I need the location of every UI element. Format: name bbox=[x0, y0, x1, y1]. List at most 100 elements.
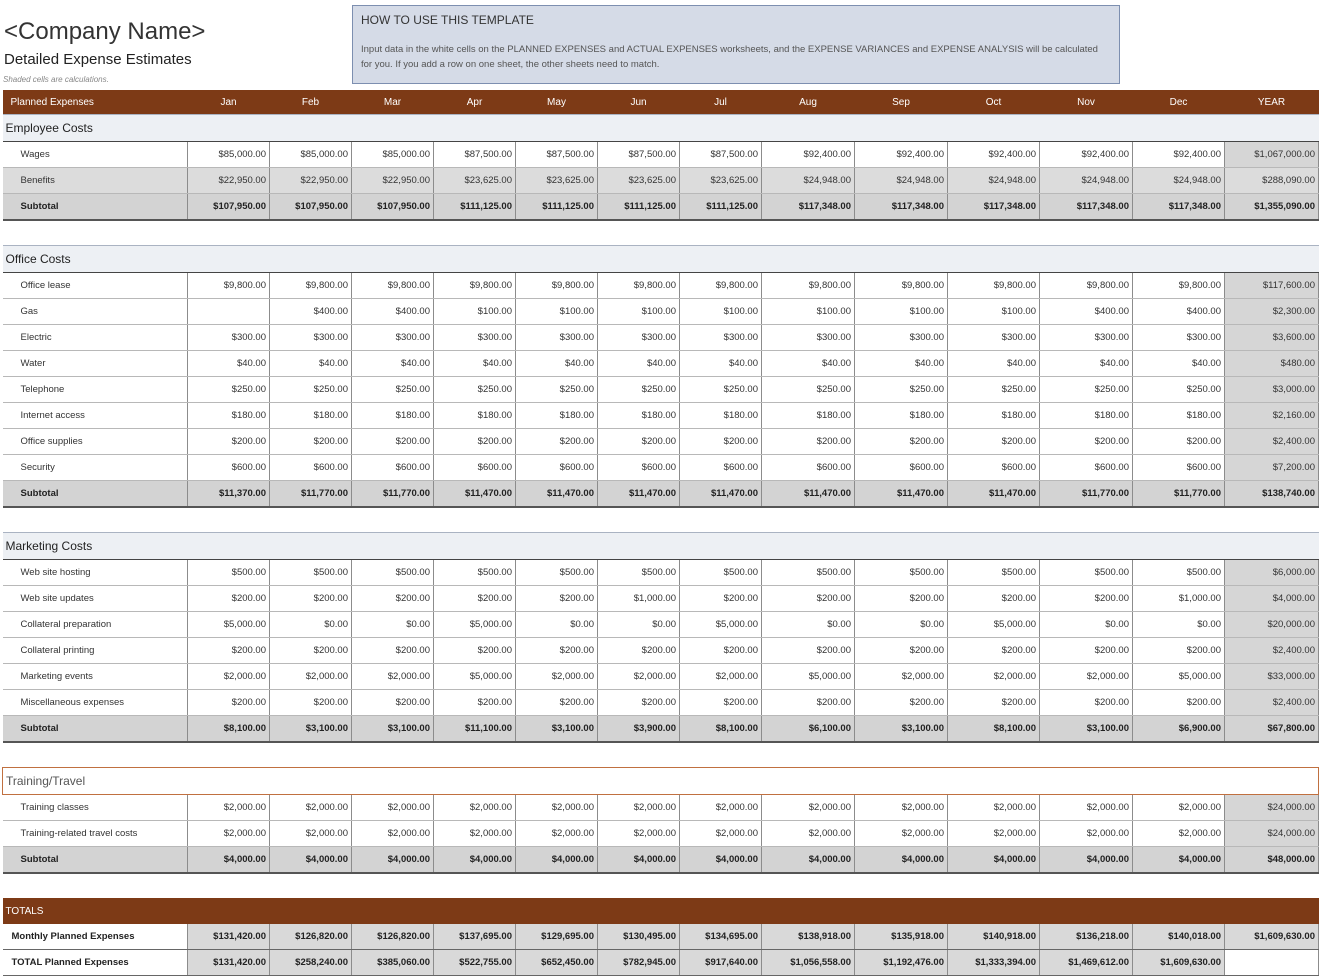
month-cell[interactable]: $300.00 bbox=[1132, 324, 1225, 351]
month-cell[interactable]: $2,000.00 bbox=[187, 794, 270, 821]
month-cell[interactable]: $300.00 bbox=[761, 324, 855, 351]
month-cell[interactable]: $180.00 bbox=[515, 402, 598, 429]
month-cell[interactable]: $180.00 bbox=[1132, 402, 1225, 429]
month-cell[interactable]: $5,000.00 bbox=[1132, 663, 1225, 690]
month-cell[interactable]: $2,000.00 bbox=[597, 794, 680, 821]
month-cell[interactable]: $85,000.00 bbox=[351, 141, 434, 168]
month-cell[interactable]: $250.00 bbox=[597, 376, 680, 403]
month-cell[interactable]: $2,000.00 bbox=[761, 820, 855, 847]
month-cell[interactable]: $92,400.00 bbox=[947, 141, 1040, 168]
month-cell[interactable]: $200.00 bbox=[187, 428, 270, 455]
month-cell[interactable]: $300.00 bbox=[515, 324, 598, 351]
month-cell[interactable]: $23,625.00 bbox=[433, 167, 516, 194]
month-cell[interactable]: $500.00 bbox=[854, 559, 948, 586]
month-cell[interactable]: $92,400.00 bbox=[1132, 141, 1225, 168]
month-cell[interactable]: $2,000.00 bbox=[679, 663, 762, 690]
month-cell[interactable]: $200.00 bbox=[269, 428, 352, 455]
month-cell[interactable]: $250.00 bbox=[269, 376, 352, 403]
month-cell[interactable]: $500.00 bbox=[679, 559, 762, 586]
month-cell[interactable]: $100.00 bbox=[515, 298, 598, 325]
month-cell[interactable]: $100.00 bbox=[597, 298, 680, 325]
month-cell[interactable]: $200.00 bbox=[187, 585, 270, 612]
month-cell[interactable]: $2,000.00 bbox=[515, 663, 598, 690]
month-cell[interactable]: $2,000.00 bbox=[433, 794, 516, 821]
month-cell[interactable]: $0.00 bbox=[761, 611, 855, 638]
month-cell[interactable]: $200.00 bbox=[269, 585, 352, 612]
month-cell[interactable]: $2,000.00 bbox=[1132, 794, 1225, 821]
month-cell[interactable]: $300.00 bbox=[187, 324, 270, 351]
month-cell[interactable]: $2,000.00 bbox=[269, 820, 352, 847]
month-cell[interactable]: $180.00 bbox=[269, 402, 352, 429]
month-cell[interactable]: $250.00 bbox=[433, 376, 516, 403]
month-cell[interactable]: $200.00 bbox=[761, 689, 855, 716]
month-cell[interactable]: $40.00 bbox=[1132, 350, 1225, 377]
month-cell[interactable]: $1,000.00 bbox=[597, 585, 680, 612]
month-cell[interactable]: $200.00 bbox=[515, 637, 598, 664]
month-cell[interactable]: $500.00 bbox=[433, 559, 516, 586]
month-cell[interactable]: $500.00 bbox=[761, 559, 855, 586]
month-cell[interactable]: $40.00 bbox=[351, 350, 434, 377]
month-cell[interactable]: $2,000.00 bbox=[1132, 820, 1225, 847]
month-cell[interactable]: $200.00 bbox=[433, 428, 516, 455]
month-cell[interactable]: $600.00 bbox=[1039, 454, 1133, 481]
month-cell[interactable]: $24,948.00 bbox=[854, 167, 948, 194]
month-cell[interactable]: $0.00 bbox=[515, 611, 598, 638]
month-cell[interactable]: $5,000.00 bbox=[679, 611, 762, 638]
month-cell[interactable]: $250.00 bbox=[515, 376, 598, 403]
month-cell[interactable] bbox=[187, 298, 270, 325]
month-cell[interactable]: $85,000.00 bbox=[187, 141, 270, 168]
month-cell[interactable]: $23,625.00 bbox=[515, 167, 598, 194]
month-cell[interactable]: $23,625.00 bbox=[597, 167, 680, 194]
month-cell[interactable]: $200.00 bbox=[947, 637, 1040, 664]
month-cell[interactable]: $200.00 bbox=[679, 637, 762, 664]
month-cell[interactable]: $250.00 bbox=[761, 376, 855, 403]
month-cell[interactable]: $400.00 bbox=[269, 298, 352, 325]
month-cell[interactable]: $500.00 bbox=[1039, 559, 1133, 586]
month-cell[interactable]: $180.00 bbox=[679, 402, 762, 429]
month-cell[interactable]: $500.00 bbox=[1132, 559, 1225, 586]
month-cell[interactable]: $200.00 bbox=[761, 428, 855, 455]
month-cell[interactable]: $92,400.00 bbox=[854, 141, 948, 168]
month-cell[interactable]: $5,000.00 bbox=[761, 663, 855, 690]
month-cell[interactable]: $200.00 bbox=[1132, 637, 1225, 664]
month-cell[interactable]: $250.00 bbox=[1039, 376, 1133, 403]
month-cell[interactable]: $2,000.00 bbox=[351, 663, 434, 690]
month-cell[interactable]: $2,000.00 bbox=[947, 663, 1040, 690]
month-cell[interactable]: $200.00 bbox=[269, 689, 352, 716]
month-cell[interactable]: $40.00 bbox=[269, 350, 352, 377]
month-cell[interactable]: $600.00 bbox=[761, 454, 855, 481]
month-cell[interactable]: $9,800.00 bbox=[854, 272, 948, 299]
month-cell[interactable]: $40.00 bbox=[947, 350, 1040, 377]
month-cell[interactable]: $2,000.00 bbox=[947, 794, 1040, 821]
month-cell[interactable]: $2,000.00 bbox=[515, 820, 598, 847]
month-cell[interactable]: $200.00 bbox=[854, 428, 948, 455]
month-cell[interactable]: $0.00 bbox=[269, 611, 352, 638]
month-cell[interactable]: $500.00 bbox=[597, 559, 680, 586]
month-cell[interactable]: $2,000.00 bbox=[854, 820, 948, 847]
month-cell[interactable]: $300.00 bbox=[433, 324, 516, 351]
month-cell[interactable]: $40.00 bbox=[1039, 350, 1133, 377]
month-cell[interactable]: $250.00 bbox=[1132, 376, 1225, 403]
month-cell[interactable]: $92,400.00 bbox=[1039, 141, 1133, 168]
month-cell[interactable]: $40.00 bbox=[854, 350, 948, 377]
month-cell[interactable]: $2,000.00 bbox=[515, 794, 598, 821]
month-cell[interactable]: $400.00 bbox=[351, 298, 434, 325]
month-cell[interactable]: $5,000.00 bbox=[433, 663, 516, 690]
month-cell[interactable]: $0.00 bbox=[1039, 611, 1133, 638]
month-cell[interactable]: $180.00 bbox=[597, 402, 680, 429]
month-cell[interactable]: $200.00 bbox=[679, 585, 762, 612]
month-cell[interactable]: $200.00 bbox=[515, 428, 598, 455]
month-cell[interactable]: $200.00 bbox=[854, 585, 948, 612]
month-cell[interactable]: $200.00 bbox=[1039, 428, 1133, 455]
month-cell[interactable]: $180.00 bbox=[351, 402, 434, 429]
month-cell[interactable]: $180.00 bbox=[187, 402, 270, 429]
month-cell[interactable]: $200.00 bbox=[433, 689, 516, 716]
month-cell[interactable]: $200.00 bbox=[1132, 689, 1225, 716]
month-cell[interactable]: $600.00 bbox=[351, 454, 434, 481]
month-cell[interactable]: $0.00 bbox=[854, 611, 948, 638]
month-cell[interactable]: $2,000.00 bbox=[679, 820, 762, 847]
month-cell[interactable]: $100.00 bbox=[433, 298, 516, 325]
month-cell[interactable]: $2,000.00 bbox=[1039, 820, 1133, 847]
month-cell[interactable]: $200.00 bbox=[679, 689, 762, 716]
month-cell[interactable]: $180.00 bbox=[1039, 402, 1133, 429]
